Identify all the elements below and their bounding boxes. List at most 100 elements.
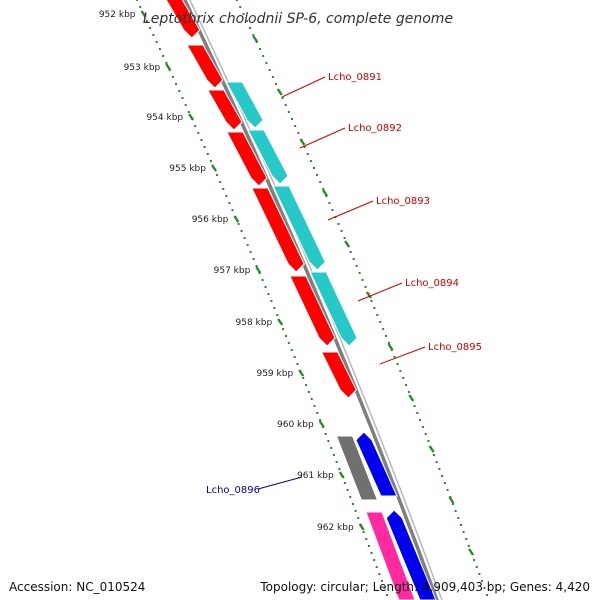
outer-dot xyxy=(265,62,268,64)
ruler-tick-label: 957 kbp xyxy=(214,266,251,276)
outer-dot xyxy=(473,559,476,561)
ruler-major-tick xyxy=(210,164,217,172)
outer-dot xyxy=(364,286,367,288)
gene-block xyxy=(365,511,416,600)
outer-major-tick xyxy=(428,445,435,453)
outer-dot xyxy=(443,482,446,484)
outer-dot xyxy=(407,391,410,393)
gene-arrow xyxy=(355,431,398,497)
outer-dot xyxy=(370,300,373,302)
ruler-dot xyxy=(270,300,273,302)
ruler-dot xyxy=(375,566,378,568)
ruler-dot xyxy=(243,237,246,239)
outer-dot xyxy=(337,223,340,225)
outer-dot xyxy=(424,433,427,435)
outer-dot xyxy=(352,258,355,260)
gene-features xyxy=(165,0,437,600)
outer-dot xyxy=(322,188,325,190)
ruler-dot xyxy=(206,153,209,155)
outer-major-tick xyxy=(299,138,306,146)
outer-dot xyxy=(441,475,444,477)
outer-major-tick xyxy=(276,88,283,96)
outer-dot xyxy=(252,34,255,36)
outer-major-tick xyxy=(344,240,351,248)
ruler-major-tick xyxy=(338,471,345,479)
gene-arrow xyxy=(225,81,264,129)
gene-arrow xyxy=(385,509,437,600)
ruler-major-tick xyxy=(318,420,325,428)
outer-dot xyxy=(416,412,419,414)
outer-dot xyxy=(281,97,284,99)
outer-dot xyxy=(399,370,402,372)
ruler-dot xyxy=(282,328,285,330)
outer-dot xyxy=(249,27,252,29)
gene-arrow xyxy=(251,187,305,273)
gene-arrow xyxy=(289,275,336,347)
outer-dot xyxy=(454,510,457,512)
ruler-dot xyxy=(362,531,365,533)
outer-dot xyxy=(462,531,465,533)
ruler-major-tick xyxy=(255,266,262,274)
outer-dot xyxy=(393,356,396,358)
ruler-dot xyxy=(346,489,349,491)
backbone-line xyxy=(182,0,439,600)
ruler-dot xyxy=(237,223,240,225)
gene-arrow xyxy=(309,271,358,347)
outer-dot xyxy=(421,426,424,428)
ruler-dot xyxy=(165,62,168,64)
ruler-dot xyxy=(139,6,142,8)
ruler-tick-label: 958 kbp xyxy=(236,318,273,328)
ruler-dot xyxy=(319,419,322,421)
ruler-dot xyxy=(255,265,258,267)
outer-dot xyxy=(438,468,441,470)
ruler-dot xyxy=(175,83,178,85)
label-leader-line xyxy=(327,200,374,221)
outer-major-tick xyxy=(387,343,394,351)
ruler-tick-label: 961 kbp xyxy=(297,471,334,481)
ruler-dot xyxy=(386,594,389,596)
ruler-dot xyxy=(354,510,357,512)
ruler-dot xyxy=(338,468,341,470)
ruler-dot xyxy=(287,342,290,344)
ruler-dot xyxy=(252,258,255,260)
outer-dot xyxy=(446,489,449,491)
outer-dot xyxy=(306,153,309,155)
ruler-dot xyxy=(296,363,299,365)
outer-dot xyxy=(284,104,287,106)
outer-major-tick xyxy=(365,291,372,299)
gene-arrow xyxy=(165,0,201,39)
outer-dot xyxy=(480,580,483,582)
accession-text: Accession: NC_010524 xyxy=(9,580,146,594)
ruler-dot xyxy=(351,503,354,505)
ruler-tick-labels: 952 kbp 953 kbp 954 kbp 955 kbp 956 kbp 957 k… xyxy=(99,10,354,533)
gene-label: Lcho_0895 xyxy=(428,342,482,353)
ruler-major-tick xyxy=(277,318,284,326)
ruler-tick-label: 954 kbp xyxy=(146,113,183,123)
outer-dot xyxy=(402,377,405,379)
outer-major-tick xyxy=(448,496,455,504)
gene-arrow xyxy=(320,351,357,399)
outer-dot xyxy=(413,405,416,407)
ruler-dot xyxy=(373,559,376,561)
ruler-dot xyxy=(222,188,225,190)
outer-dot xyxy=(451,503,454,505)
ruler-major-tick xyxy=(165,63,172,71)
outer-dot xyxy=(432,454,435,456)
outer-dot xyxy=(316,174,319,176)
gene-label: Lcho_0896 xyxy=(206,485,260,496)
ruler-dot xyxy=(343,482,346,484)
gene-label: Lcho_0894 xyxy=(405,278,459,289)
ruler-dot xyxy=(383,587,386,589)
ruler-dot xyxy=(158,48,161,50)
outer-dot xyxy=(382,328,385,330)
label-leader-lines xyxy=(257,76,426,490)
ruler-tick-label: 956 kbp xyxy=(192,215,229,225)
ruler-dot xyxy=(367,545,370,547)
ruler-dot xyxy=(316,412,319,414)
outer-dot xyxy=(379,321,382,323)
outer-dot xyxy=(475,566,478,568)
outer-dot xyxy=(355,265,358,267)
outer-dot xyxy=(349,251,352,253)
outer-dot xyxy=(319,181,322,183)
outer-dot xyxy=(478,573,481,575)
